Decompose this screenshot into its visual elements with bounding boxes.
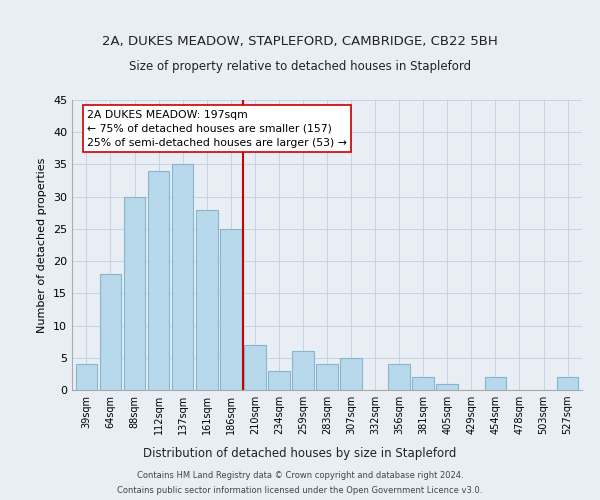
Bar bbox=[100, 274, 121, 390]
Bar bbox=[557, 377, 578, 390]
Bar bbox=[316, 364, 338, 390]
Bar bbox=[292, 352, 314, 390]
Text: Distribution of detached houses by size in Stapleford: Distribution of detached houses by size … bbox=[143, 448, 457, 460]
Bar bbox=[172, 164, 193, 390]
Bar bbox=[436, 384, 458, 390]
Bar bbox=[340, 358, 362, 390]
Bar bbox=[196, 210, 218, 390]
Text: 2A, DUKES MEADOW, STAPLEFORD, CAMBRIDGE, CB22 5BH: 2A, DUKES MEADOW, STAPLEFORD, CAMBRIDGE,… bbox=[102, 35, 498, 48]
Bar bbox=[485, 377, 506, 390]
Bar bbox=[76, 364, 97, 390]
Bar bbox=[244, 345, 266, 390]
Y-axis label: Number of detached properties: Number of detached properties bbox=[37, 158, 47, 332]
Bar bbox=[388, 364, 410, 390]
Text: Contains HM Land Registry data © Crown copyright and database right 2024.: Contains HM Land Registry data © Crown c… bbox=[137, 471, 463, 480]
Bar bbox=[268, 370, 290, 390]
Bar bbox=[148, 171, 169, 390]
Text: 2A DUKES MEADOW: 197sqm
← 75% of detached houses are smaller (157)
25% of semi-d: 2A DUKES MEADOW: 197sqm ← 75% of detache… bbox=[87, 110, 347, 148]
Bar bbox=[124, 196, 145, 390]
Text: Contains public sector information licensed under the Open Government Licence v3: Contains public sector information licen… bbox=[118, 486, 482, 495]
Text: Size of property relative to detached houses in Stapleford: Size of property relative to detached ho… bbox=[129, 60, 471, 73]
Bar bbox=[220, 229, 242, 390]
Bar bbox=[412, 377, 434, 390]
